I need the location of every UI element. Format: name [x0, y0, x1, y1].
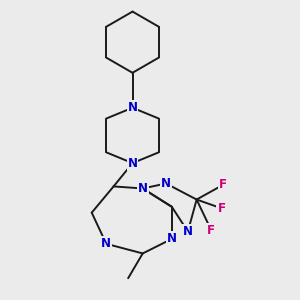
Text: F: F	[207, 224, 215, 237]
Text: N: N	[167, 232, 177, 245]
Text: N: N	[138, 182, 148, 195]
Text: N: N	[161, 177, 171, 190]
Text: F: F	[219, 178, 227, 191]
Text: N: N	[128, 101, 137, 114]
Text: F: F	[218, 202, 225, 215]
Text: N: N	[128, 157, 137, 169]
Text: N: N	[183, 225, 193, 238]
Text: N: N	[101, 237, 111, 250]
